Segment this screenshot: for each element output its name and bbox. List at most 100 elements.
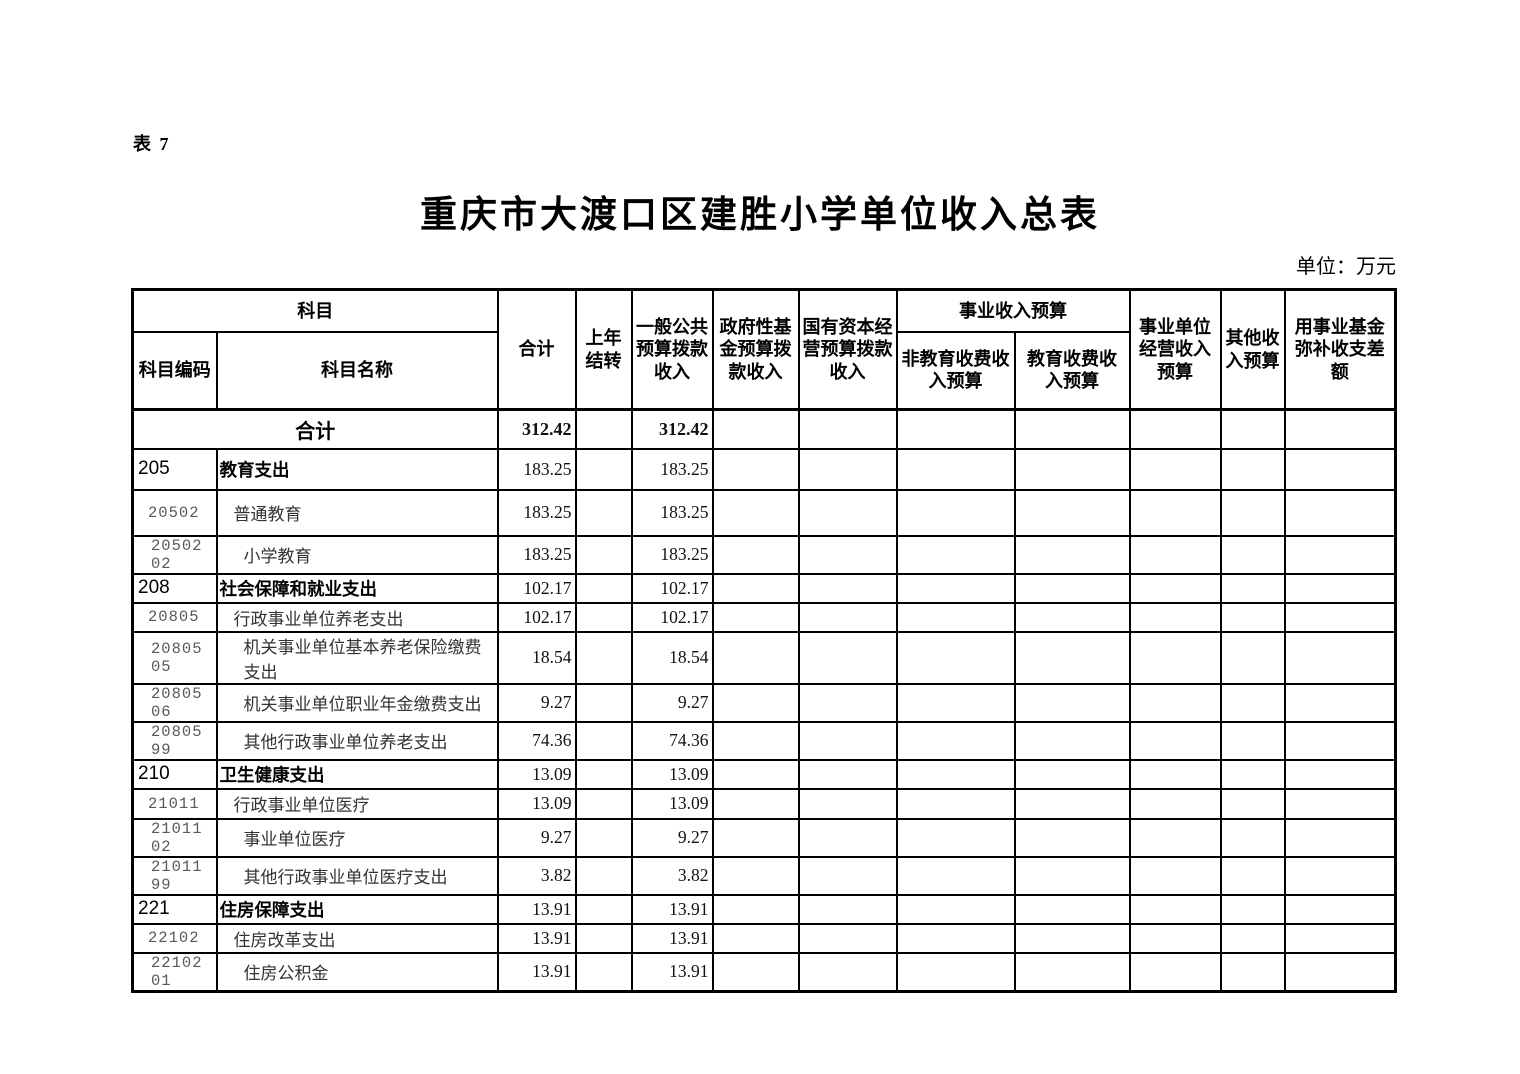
other-income-cell [1219,951,1286,992]
education-fee-cell [1013,572,1131,604]
total-cell: 183.25 [496,488,577,537]
gov-fund-budget-cell [711,951,800,992]
state-capital-budget-cell [797,682,898,723]
state-capital-budget-cell [797,922,898,954]
other-income-cell [1219,855,1286,896]
gov-fund-budget-cell [711,682,800,723]
general-public-budget-cell: 3.82 [630,855,714,896]
subject-code-cell: 2101199 [131,855,218,896]
business-operating-income-cell [1128,682,1222,723]
subject-name-cell: 其他行政事业单位养老支出 [215,720,499,761]
total-cell: 13.91 [496,922,577,954]
col-header-subject-group: 科目 [131,288,499,333]
state-capital-budget-cell [797,488,898,537]
non-education-fee-cell [895,787,1016,820]
gov-fund-budget-cell [711,893,800,925]
subject-name-cell: 住房改革支出 [215,922,499,954]
fund-balance-cell [1283,922,1397,954]
subject-code-cell: 210 [131,758,218,790]
subject-code-cell: 21011 [131,787,218,820]
business-operating-income-cell [1128,758,1222,790]
general-public-budget-cell: 183.25 [630,447,714,491]
subject-code-cell: 20805 [131,601,218,633]
general-public-budget-cell: 183.25 [630,534,714,575]
total-cell: 13.91 [496,893,577,925]
state-capital-budget-cell [797,534,898,575]
income-summary-table: 科目 合计 上年结转 一般公共预算拨款收入 政府性基金预算拨款收入 国有资本经营… [131,288,1397,993]
general-public-budget-cell: 74.36 [630,720,714,761]
general-public-budget-cell: 9.27 [630,682,714,723]
state-capital-budget-cell [797,855,898,896]
state-capital-budget-cell [797,601,898,633]
total-cell: 312.42 [496,408,577,450]
business-operating-income-cell [1128,408,1222,450]
other-income-cell [1219,488,1286,537]
education-fee-cell [1013,447,1131,491]
gov-fund-budget-cell [711,817,800,858]
non-education-fee-cell [895,951,1016,992]
total-row-label: 合计 [131,408,499,450]
subject-code-cell: 2101102 [131,817,218,858]
other-income-cell [1219,534,1286,575]
carryover-cell [574,951,633,992]
state-capital-budget-cell [797,893,898,925]
business-operating-income-cell [1128,720,1222,761]
education-fee-cell [1013,893,1131,925]
carryover-cell [574,817,633,858]
state-capital-budget-cell [797,787,898,820]
total-cell: 74.36 [496,720,577,761]
other-income-cell [1219,817,1286,858]
total-row: 合计 312.42 312.42 [131,408,1397,450]
table-row: 208 社会保障和就业支出 102.17 102.17 [131,572,1397,604]
gov-fund-budget-cell [711,922,800,954]
gov-fund-budget-cell [711,601,800,633]
subject-name-cell: 机关事业单位职业年金缴费支出 [215,682,499,723]
education-fee-cell [1013,787,1131,820]
subject-code-cell: 2080506 [131,682,218,723]
fund-balance-cell [1283,893,1397,925]
col-header-total: 合计 [496,288,577,411]
table-row: 20805 行政事业单位养老支出 102.17 102.17 [131,601,1397,633]
general-public-budget-cell: 183.25 [630,488,714,537]
education-fee-cell [1013,682,1131,723]
col-header-fund-balance: 用事业基金弥补收支差额 [1283,288,1397,411]
total-cell: 3.82 [496,855,577,896]
total-cell: 13.09 [496,758,577,790]
table-row: 2210201 住房公积金 13.91 13.91 [131,951,1397,992]
carryover-cell [574,572,633,604]
non-education-fee-cell [895,817,1016,858]
carryover-cell [574,682,633,723]
subject-name-cell: 社会保障和就业支出 [215,572,499,604]
carryover-cell [574,787,633,820]
other-income-cell [1219,787,1286,820]
col-header-other-income: 其他收入预算 [1219,288,1286,411]
gov-fund-budget-cell [711,855,800,896]
subject-code-cell: 205 [131,447,218,491]
subject-name-cell: 住房公积金 [215,951,499,992]
state-capital-budget-cell [797,408,898,450]
col-header-business-operating-income: 事业单位经营收入预算 [1128,288,1222,411]
fund-balance-cell [1283,817,1397,858]
subject-name-cell: 机关事业单位基本养老保险缴费支出 [215,630,499,685]
fund-balance-cell [1283,630,1397,685]
gov-fund-budget-cell [711,630,800,685]
business-operating-income-cell [1128,787,1222,820]
table-row: 221 住房保障支出 13.91 13.91 [131,893,1397,925]
other-income-cell [1219,720,1286,761]
gov-fund-budget-cell [711,534,800,575]
general-public-budget-cell: 13.91 [630,893,714,925]
non-education-fee-cell [895,408,1016,450]
subject-name-cell: 卫生健康支出 [215,758,499,790]
table-row: 22102 住房改革支出 13.91 13.91 [131,922,1397,954]
non-education-fee-cell [895,601,1016,633]
state-capital-budget-cell [797,951,898,992]
state-capital-budget-cell [797,572,898,604]
subject-name-cell: 行政事业单位养老支出 [215,601,499,633]
non-education-fee-cell [895,720,1016,761]
general-public-budget-cell: 9.27 [630,817,714,858]
education-fee-cell [1013,951,1131,992]
total-cell: 18.54 [496,630,577,685]
gov-fund-budget-cell [711,447,800,491]
non-education-fee-cell [895,922,1016,954]
state-capital-budget-cell [797,630,898,685]
